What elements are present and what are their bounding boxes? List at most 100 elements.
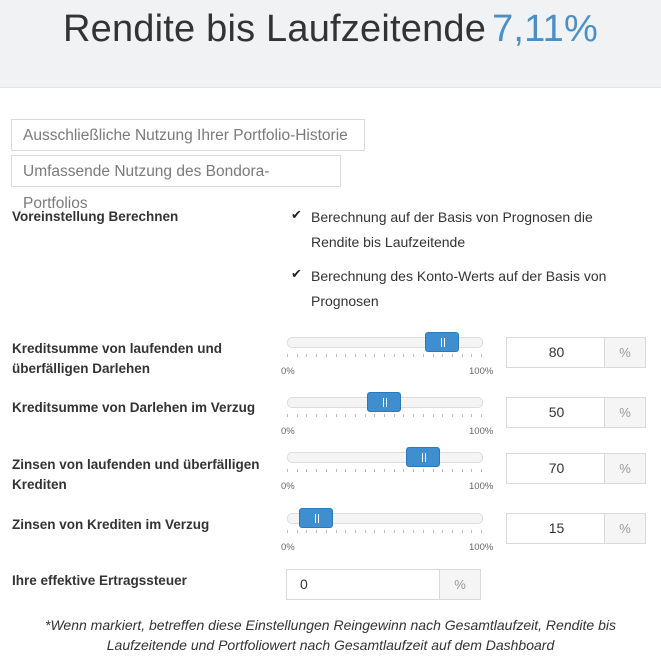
slider-tick	[354, 414, 356, 417]
slider-tick	[393, 414, 395, 417]
percent-unit: %	[604, 454, 645, 483]
slider-label-current-overdue-principal: Kreditsumme von laufenden und überfällig…	[12, 339, 222, 379]
slider-tick	[296, 469, 298, 472]
slider-handle[interactable]	[299, 508, 334, 528]
checkbox-label-line2: Prognosen	[311, 293, 379, 309]
slider-tick	[287, 469, 288, 472]
input-value[interactable]: 15	[548, 520, 565, 536]
slider-tick	[442, 530, 444, 533]
slider-label-line2: überfälligen Darlehen	[12, 361, 151, 376]
slider-tick	[481, 414, 482, 417]
slider-tick	[413, 469, 415, 472]
slider-tick	[471, 354, 473, 357]
checkbox-label: Berechnung auf der Basis von Prognosen d…	[311, 205, 621, 255]
slider-tick	[422, 530, 424, 533]
slider-handle[interactable]	[367, 392, 401, 412]
slider-tick	[393, 530, 395, 533]
slider-track[interactable]	[287, 513, 483, 524]
slider-tick	[354, 469, 356, 472]
input-value[interactable]: 70	[548, 460, 565, 476]
slider-tick	[306, 414, 308, 417]
preset-label: Voreinstellung Berechnen	[12, 209, 179, 224]
slider-tick	[354, 530, 356, 533]
slider-tick	[364, 469, 366, 472]
slider-tick	[442, 469, 444, 472]
slider-max-label: 100%	[469, 366, 494, 377]
slider-min-label: 0%	[281, 366, 295, 377]
slider-tick	[345, 530, 347, 533]
footnote-line2: Laufzeitende und Portfoliowert nach Gesa…	[106, 637, 555, 653]
default-principal-input[interactable]: 50 %	[506, 397, 646, 428]
slider-label-default-interest: Zinsen von Krediten im Verzug	[12, 515, 209, 535]
slider-tick	[403, 414, 405, 417]
slider-tick	[393, 469, 395, 472]
slider-tick	[296, 354, 298, 357]
slider-tick	[306, 530, 308, 533]
percent-unit: %	[439, 570, 480, 599]
slider-tick	[364, 354, 366, 357]
slider-tick	[316, 469, 318, 472]
slider-tick	[432, 414, 434, 417]
slider-tick	[335, 530, 337, 533]
slider-tick	[481, 469, 482, 472]
slider-max-label: 100%	[469, 542, 494, 553]
slider-tick	[481, 354, 482, 357]
slider-tick	[287, 414, 288, 417]
checkbox-yield-forecast[interactable]: ✔ Berechnung auf der Basis von Prognosen…	[291, 205, 631, 257]
input-value[interactable]: 50	[548, 404, 565, 420]
slider-tick	[287, 530, 288, 533]
checkbox-account-value-forecast[interactable]: ✔ Berechnung des Konto-Werts auf der Bas…	[291, 264, 631, 316]
slider-tick	[384, 354, 385, 357]
slider-tick	[432, 469, 434, 472]
slider-tick	[316, 414, 318, 417]
slider-tick	[461, 530, 463, 533]
current-overdue-interest-input[interactable]: 70 %	[506, 453, 646, 484]
tax-label: Ihre effektive Ertragssteuer	[12, 573, 187, 588]
slider-tick	[413, 354, 415, 357]
input-value[interactable]: 80	[548, 344, 565, 360]
yield-value: 7,11%	[492, 8, 599, 50]
slider-tick	[461, 469, 463, 472]
slider-handle[interactable]	[425, 332, 460, 352]
check-icon[interactable]: ✔	[291, 207, 302, 222]
percent-unit: %	[604, 398, 645, 427]
tax-value[interactable]: 0	[300, 576, 308, 592]
slider-ticks	[287, 354, 482, 360]
slider-tick	[325, 354, 327, 357]
slider-tick	[296, 414, 298, 417]
slider-tick	[461, 354, 463, 357]
current-overdue-principal-input[interactable]: 80 %	[506, 337, 646, 368]
slider-ticks	[287, 414, 482, 420]
slider-label-line1: Kreditsumme von laufenden und	[12, 341, 223, 356]
slider-tick	[345, 414, 347, 417]
bondora-portfolio-button[interactable]: Umfassende Nutzung des Bondora-Portfolio…	[11, 155, 341, 212]
slider-tick	[364, 530, 366, 533]
header: Rendite bis Laufzeitende 7,11%	[0, 0, 661, 88]
slider-tick	[403, 354, 405, 357]
default-interest-input[interactable]: 15 %	[506, 513, 646, 544]
check-icon[interactable]: ✔	[291, 266, 302, 281]
slider-label-line1: Zinsen von laufenden und überfälligen	[12, 457, 260, 472]
footnote-line1: *Wenn markiert, betreffen diese Einstell…	[45, 617, 616, 633]
tax-input[interactable]: 0 %	[286, 569, 481, 600]
slider-min-label: 0%	[281, 481, 295, 492]
slider-tick	[384, 469, 385, 472]
slider-handle[interactable]	[405, 447, 440, 467]
slider-tick	[442, 414, 444, 417]
slider-tick	[325, 414, 327, 417]
slider-max-label: 100%	[469, 481, 494, 492]
percent-unit: %	[604, 338, 645, 367]
slider-tick	[384, 530, 385, 533]
slider-track[interactable]	[287, 452, 483, 463]
slider-tick	[451, 414, 453, 417]
slider-tick	[471, 469, 473, 472]
slider-max-label: 100%	[469, 426, 494, 437]
slider-tick	[413, 530, 415, 533]
slider-tick	[422, 469, 424, 472]
slider-tick	[442, 354, 444, 357]
slider-track[interactable]	[287, 337, 483, 348]
checkbox-label: Berechnung des Konto-Werts auf der Basis…	[311, 264, 621, 314]
slider-tick	[335, 414, 337, 417]
slider-tick	[422, 414, 424, 417]
portfolio-history-button[interactable]: Ausschließliche Nutzung Ihrer Portfolio-…	[11, 119, 365, 151]
